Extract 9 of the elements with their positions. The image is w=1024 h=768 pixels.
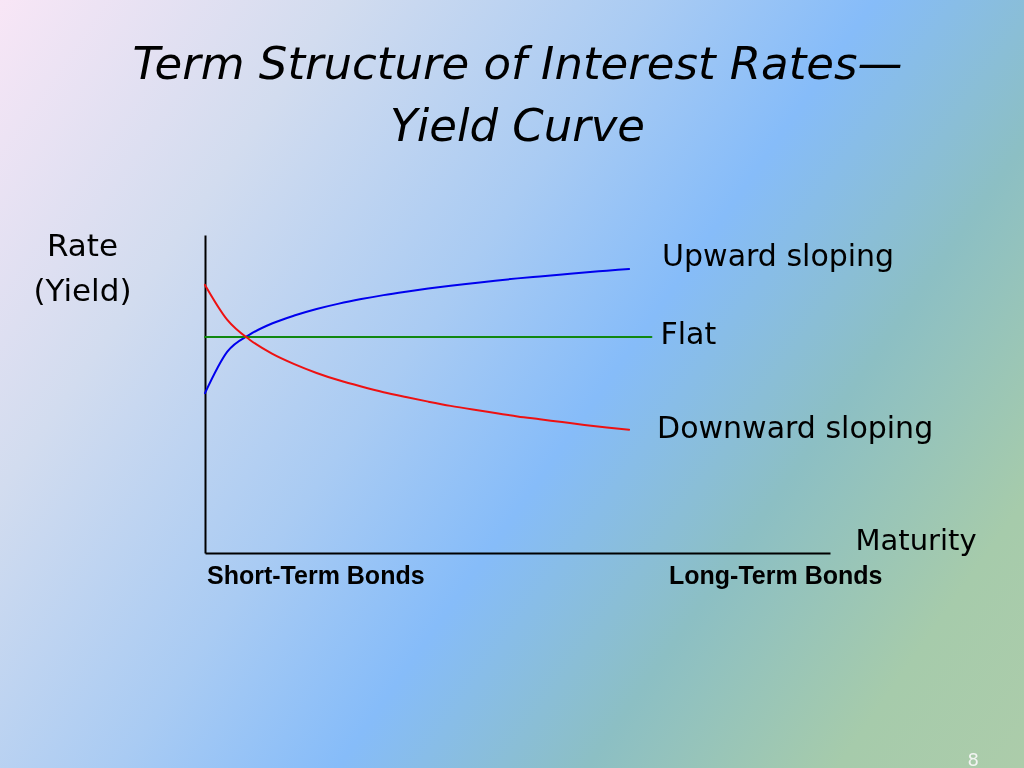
text: Long-Term Bonds bbox=[669, 561, 883, 589]
chart-title: Term Structure of Interest Rates— Yield Curve bbox=[132, 37, 903, 152]
text: Short-Term Bonds bbox=[207, 561, 425, 589]
y-axis-title: Rate (Yield) bbox=[33, 226, 132, 308]
series-label: Downward sloping bbox=[657, 409, 934, 445]
x-axis-title: Maturity bbox=[855, 522, 977, 557]
text: 8 bbox=[967, 749, 979, 768]
series-label: Flat bbox=[660, 315, 717, 351]
series-label: Upward sloping bbox=[662, 238, 895, 273]
